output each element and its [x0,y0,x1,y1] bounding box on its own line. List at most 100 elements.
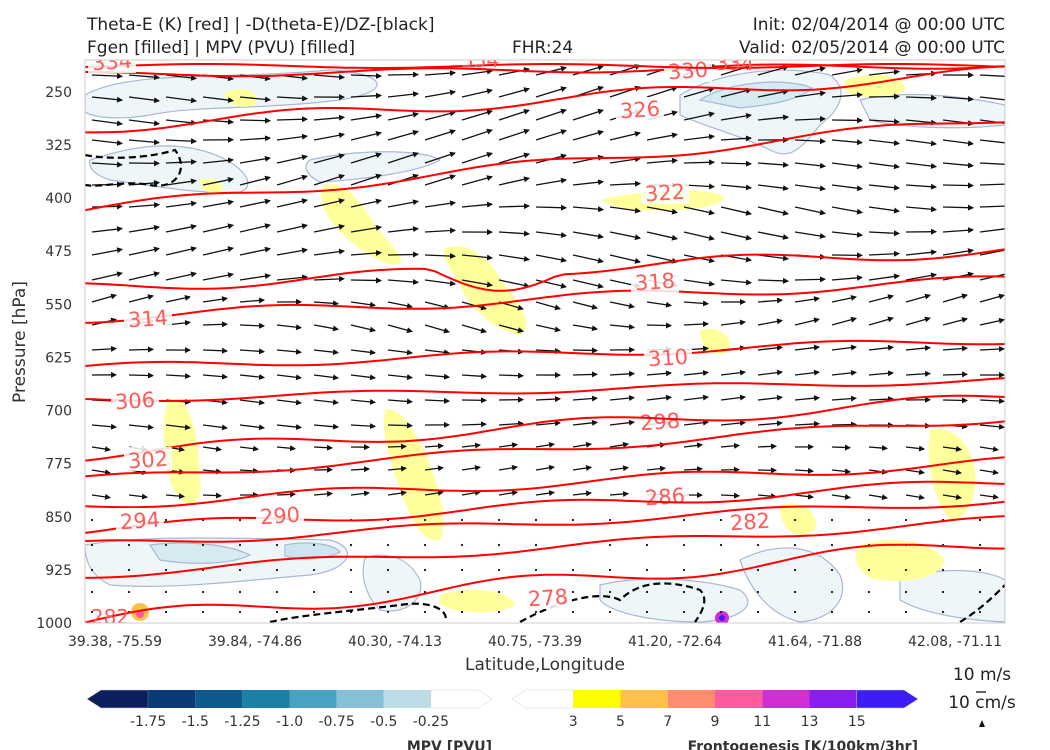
wind-vector [239,322,265,329]
wind-vector [572,465,592,471]
wind-vector [609,131,641,141]
wind-vector [128,74,160,81]
fgen-colorbar-tick: 3 [569,714,578,730]
wind-legend-v-arrow [979,720,985,727]
wind-vector [942,445,962,452]
theta-e-label-bg [524,585,572,609]
wind-vector [646,231,678,241]
wind-dot [164,518,168,522]
wind-vector [91,73,123,80]
wind-vector [720,279,752,286]
wind-vector [572,490,592,497]
wind-vector [387,226,419,233]
wind-vector [683,111,715,121]
wind-dot [423,543,427,547]
wind-dot [830,590,834,594]
wind-vector [868,69,900,76]
wind-vector [572,206,604,213]
fgen-colorbar-segment [573,690,621,708]
wind-vector [313,74,345,81]
wind-dot [460,568,464,572]
filled-region-22 [440,589,515,613]
wind-vector [683,442,703,449]
wind-vector [831,67,863,76]
wind-vector [794,162,826,169]
wind-vector [609,254,641,264]
wind-vector [165,424,191,431]
wind-vector [239,223,271,233]
theta-e-label-bg [124,306,172,330]
wind-vector [720,184,752,191]
wind-dot [238,518,242,522]
wind-vector [350,324,376,333]
wind-dot [238,590,242,594]
wind-vector [461,201,493,208]
wind-dot [793,590,797,594]
wind-dot [127,543,131,547]
wind-vector [91,119,123,127]
y-tick-label: 850 [45,510,72,526]
wind-vector [424,324,450,334]
wind-dot [941,610,945,614]
wind-dot [312,543,316,547]
wind-vector [942,182,974,189]
wind-vector [424,465,444,472]
wind-vector [942,227,974,234]
wind-vector [757,420,783,427]
wind-legend-horizontal: 10 m/s [953,665,1011,685]
wind-vector [794,467,814,474]
wind-vector [831,316,857,326]
wind-vector [683,369,709,376]
wind-vector [387,111,419,121]
wind-dot [90,568,94,572]
wind-vector [239,297,265,304]
wind-vector [202,246,234,256]
wind-vector [609,465,629,472]
wind-vector [757,297,783,304]
wind-dot [867,518,871,522]
wind-vector [794,138,826,145]
wind-vector [609,490,629,497]
wind-vector [128,202,160,208]
wind-vector [498,489,518,496]
wind-vector [387,490,407,497]
wind-vector [535,279,567,289]
wind-vector [461,324,487,334]
wind-vector [498,420,524,427]
wind-vector [609,370,635,377]
wind-vector [239,198,271,208]
wind-vector [609,64,641,76]
wind-vector [646,301,672,308]
filled-region-19 [928,429,976,520]
theta-e-label-286: 286 [644,484,686,511]
wind-vector [461,465,481,471]
wind-vector [202,347,228,354]
wind-dot [867,568,871,572]
wind-vector [350,152,382,164]
wind-vector [720,492,740,499]
wind-vector [757,161,789,168]
wind-dot [645,543,649,547]
wind-vector [239,117,271,124]
theta-e-label-282: 282 [729,509,771,536]
wind-vector [868,316,894,326]
wind-vector [424,174,456,186]
theta-e-label-326: 326 [619,97,661,124]
wind-vector [720,87,752,98]
wind-vector [905,445,925,452]
wind-vector [535,490,555,497]
wind-vector [424,253,456,260]
wind-vector [646,394,672,401]
wind-vector [905,94,937,101]
wind-vector [165,295,191,303]
wind-dot [608,568,612,572]
wind-dot [386,543,390,547]
wind-vector [202,157,234,164]
wind-vector [794,296,820,303]
wind-vector [165,200,197,208]
wind-vector [572,301,598,310]
wind-vector [202,176,234,186]
wind-vector [276,424,302,431]
wind-vector [276,247,308,256]
plot-frame [84,59,1006,624]
